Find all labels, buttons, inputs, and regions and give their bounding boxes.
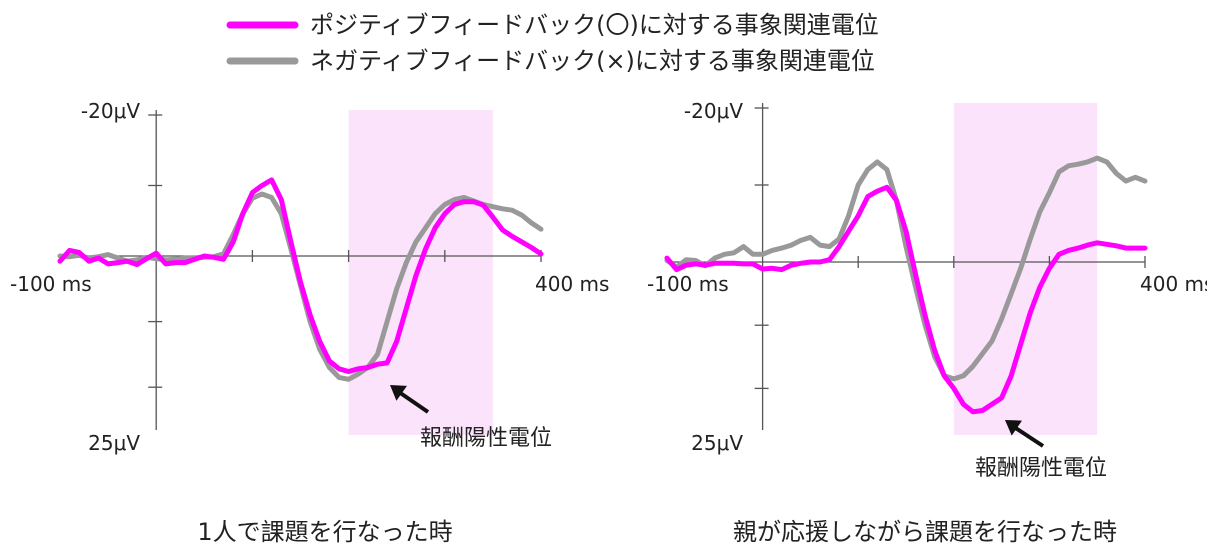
x-start-label: -100 ms [10,272,92,296]
erp-panel-parent-support: -20μV 25μV -100 ms 400 ms 報酬陽性電位 親が応援しなが… [647,99,1207,546]
erp-panel-solo: -20μV 25μV -100 ms 400 ms 報酬陽性電位 1人で課題を行… [10,99,609,546]
series-line-negative [664,155,1148,382]
highlight-rect [953,103,1098,435]
y-bottom-label: 25μV [691,431,743,455]
annotation-label: 報酬陽性電位 [975,456,1107,481]
x-start-label: -100 ms [647,272,729,296]
y-top-label: -20μV [684,99,743,123]
highlight-rect [348,110,493,435]
series-line-positive [664,184,1148,415]
series-line-positive [57,177,544,374]
legend-label-negative: ネガティブフィードバック(×)に対する事象関連電位 [310,47,875,75]
series-lines [664,155,1148,448]
axes [60,110,542,430]
series-lines [57,177,544,414]
panel-caption: 1人で課題を行なった時 [197,518,452,546]
x-end-label: 400 ms [535,272,609,296]
annotation-arrow-head [390,385,407,401]
x-end-label: 400 ms [1140,272,1207,296]
y-bottom-label: 25μV [88,431,140,455]
y-top-label: -20μV [81,99,140,123]
highlight-window [348,110,493,435]
legend-label-positive: ポジティブフィードバック(〇)に対する事象関連電位 [310,11,879,39]
legend: ポジティブフィードバック(〇)に対する事象関連電位 ネガティブフィードバック(×… [226,11,879,75]
highlight-window [953,103,1098,435]
panel-caption: 親が応援しながら課題を行なった時 [733,518,1117,546]
annotation-arrow-head [1005,420,1022,436]
annotation-label: 報酬陽性電位 [420,426,552,451]
